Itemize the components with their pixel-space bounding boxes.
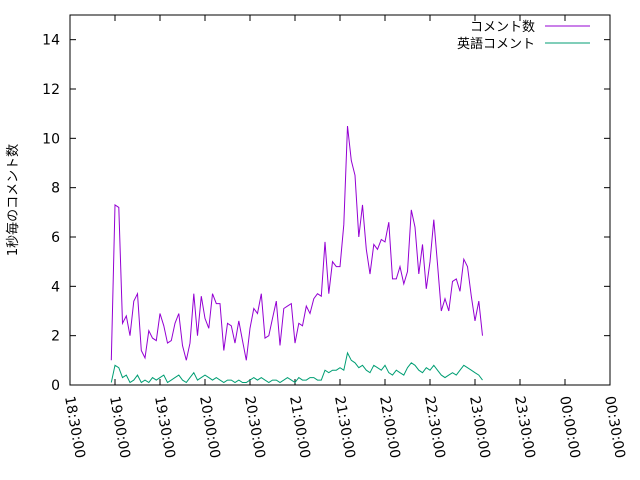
legend-label: コメント数 bbox=[470, 20, 535, 35]
x-tick-label: 21:00:00 bbox=[286, 395, 313, 460]
y-tick-label: 10 bbox=[42, 131, 60, 147]
x-tick-label: 19:30:00 bbox=[151, 395, 178, 460]
legend-label: 英語コメント bbox=[457, 36, 535, 52]
x-axis-ticks: 18:30:00 19:00:00 19:30:00 20:00:00 20:30:00… bbox=[61, 15, 628, 460]
x-tick-label: 23:30:00 bbox=[511, 395, 538, 460]
y-tick-label: 14 bbox=[42, 33, 60, 49]
y-tick-label: 8 bbox=[51, 181, 60, 197]
x-tick-label: 23:00:00 bbox=[466, 395, 493, 460]
x-tick-label: 00:00:00 bbox=[556, 395, 583, 460]
x-tick-label: 22:00:00 bbox=[376, 395, 403, 460]
x-tick-label: 20:30:00 bbox=[241, 395, 268, 460]
x-tick-label: 22:30:00 bbox=[421, 395, 448, 460]
y-tick-label: 2 bbox=[51, 329, 60, 345]
x-tick-label: 00:30:00 bbox=[601, 395, 628, 460]
plot-frame bbox=[69, 14, 611, 386]
y-axis-label: 1秒毎のコメント数 bbox=[5, 144, 21, 256]
y-axis-ticks: 0 2 4 6 8 10 12 14 bbox=[42, 33, 610, 394]
y-tick-label: 12 bbox=[42, 82, 60, 98]
series-line-1 bbox=[110, 351, 483, 384]
x-tick-label: 21:30:00 bbox=[331, 395, 358, 460]
x-tick-label: 20:00:00 bbox=[196, 395, 223, 460]
y-tick-label: 6 bbox=[51, 230, 60, 246]
series-line-0 bbox=[110, 125, 483, 361]
x-tick-label: 19:00:00 bbox=[106, 395, 133, 460]
y-tick-label: 4 bbox=[51, 279, 60, 295]
x-tick-label: 18:30:00 bbox=[61, 395, 88, 460]
y-tick-label: 0 bbox=[51, 378, 60, 394]
series-lines bbox=[110, 125, 483, 384]
